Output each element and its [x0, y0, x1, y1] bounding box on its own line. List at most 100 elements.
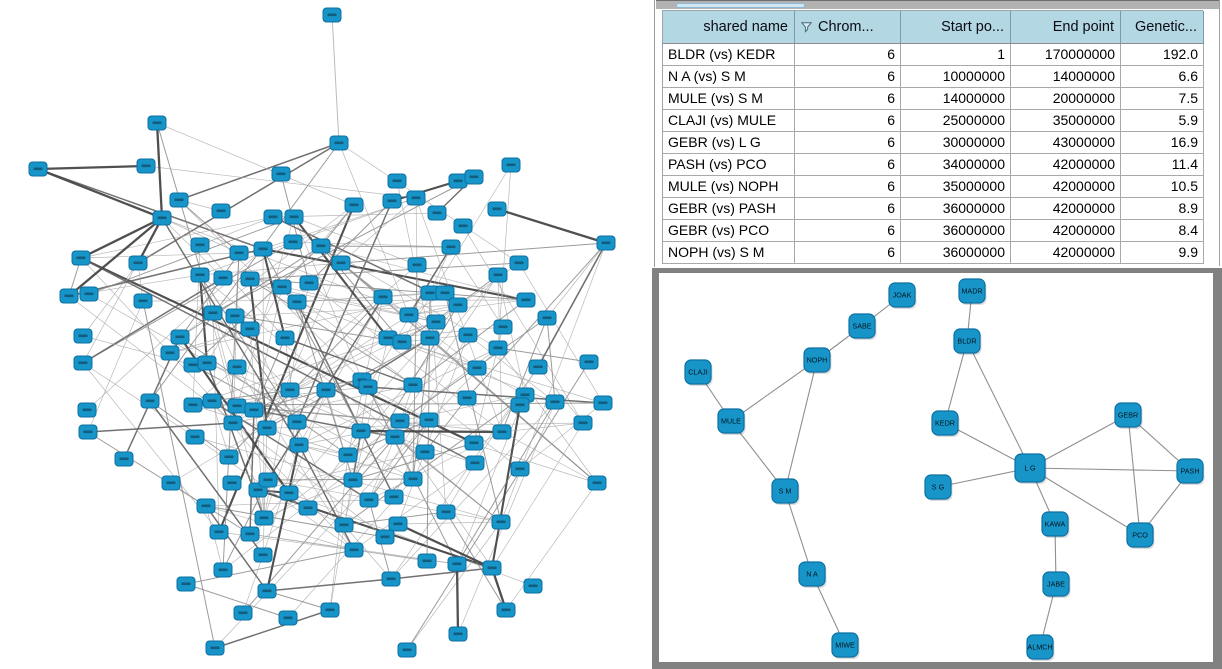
network-node[interactable] [375, 529, 395, 545]
network-edge-noph-s-m[interactable] [784, 359, 818, 492]
network-node[interactable] [298, 500, 318, 516]
network-node[interactable] [223, 415, 243, 431]
network-node[interactable] [343, 472, 363, 488]
network-node-noph[interactable]: NOPH [803, 347, 832, 374]
network-node[interactable] [496, 602, 516, 618]
table-cell-shared-name[interactable]: BLDR (vs) KEDR [663, 44, 795, 66]
table-cell[interactable]: 170000000 [1011, 44, 1121, 66]
network-node[interactable] [205, 640, 225, 656]
network-node[interactable] [488, 340, 508, 356]
network-node[interactable] [419, 412, 439, 428]
network-edge-gebr-pco[interactable] [1127, 414, 1141, 536]
network-node-n-a[interactable]: N A [798, 561, 827, 588]
network-edge-l-g-pash[interactable] [1029, 467, 1191, 472]
network-node[interactable] [170, 329, 190, 345]
network-node[interactable] [229, 245, 249, 261]
network-node-sabe[interactable]: SABE [848, 313, 877, 340]
network-node[interactable] [464, 169, 484, 185]
network-node[interactable] [523, 578, 543, 594]
network-node[interactable] [397, 642, 417, 658]
network-node[interactable] [257, 583, 277, 599]
network-node[interactable] [373, 289, 393, 305]
network-node[interactable] [467, 360, 487, 376]
network-node[interactable] [448, 297, 468, 313]
network-node[interactable] [225, 308, 245, 324]
network-node[interactable] [493, 319, 513, 335]
network-node[interactable] [344, 542, 364, 558]
network-node[interactable] [458, 327, 478, 343]
network-node-almch[interactable]: ALMCH [1026, 634, 1055, 661]
network-node[interactable] [213, 562, 233, 578]
detail-network-canvas[interactable]: JOAK MADR SABE BLDR NOPH CLAJI MULE KEDR GEBR L G… [659, 273, 1213, 662]
network-node[interactable] [448, 626, 468, 642]
table-cell[interactable]: 8.4 [1121, 220, 1204, 242]
network-node[interactable] [403, 377, 423, 393]
network-edge-s-m-n-a[interactable] [784, 490, 813, 575]
network-node[interactable] [436, 504, 456, 520]
table-cell[interactable]: 5.9 [1121, 110, 1204, 132]
network-node[interactable] [222, 475, 242, 491]
network-node-l-g[interactable]: L G [1014, 453, 1047, 484]
network-node-s-g[interactable]: S G [924, 474, 953, 501]
network-node[interactable] [453, 218, 473, 234]
network-node[interactable] [253, 241, 273, 257]
network-node[interactable] [417, 553, 437, 569]
network-node[interactable] [202, 393, 222, 409]
network-node[interactable] [320, 602, 340, 618]
table-cell[interactable]: 36000000 [901, 198, 1011, 220]
network-node-pco[interactable]: PCO [1126, 522, 1155, 549]
network-node[interactable] [358, 379, 378, 395]
network-node[interactable] [59, 288, 79, 304]
table-cell[interactable]: 6 [795, 154, 901, 176]
network-node[interactable] [334, 517, 354, 533]
panel-splitter[interactable] [654, 0, 655, 267]
table-cell[interactable]: 35000000 [901, 176, 1011, 198]
network-node[interactable] [388, 516, 408, 532]
table-cell[interactable]: 6 [795, 88, 901, 110]
network-node[interactable] [190, 267, 210, 283]
network-node[interactable] [279, 485, 299, 501]
table-cell[interactable]: 42000000 [1011, 154, 1121, 176]
network-node-jabe[interactable]: JABE [1042, 571, 1071, 598]
column-header-genetic[interactable]: Genetic... [1121, 11, 1204, 44]
network-node[interactable] [73, 355, 93, 371]
table-cell[interactable]: 10000000 [901, 66, 1011, 88]
table-cell[interactable]: 6.6 [1121, 66, 1204, 88]
table-cell-shared-name[interactable]: GEBR (vs) PCO [663, 220, 795, 242]
table-cell[interactable]: 6 [795, 44, 901, 66]
horizontal-scrollbar[interactable] [656, 0, 1219, 9]
network-node[interactable] [272, 279, 292, 295]
network-node[interactable] [447, 556, 467, 572]
network-node[interactable] [240, 526, 260, 542]
network-node[interactable] [491, 514, 511, 530]
network-node[interactable] [510, 397, 530, 413]
table-cell-shared-name[interactable]: MULE (vs) NOPH [663, 176, 795, 198]
network-node-madr[interactable]: MADR [958, 278, 987, 305]
network-node[interactable] [390, 413, 410, 429]
network-node[interactable] [338, 447, 358, 463]
table-cell-shared-name[interactable]: MULE (vs) S M [663, 88, 795, 110]
network-node-kawa[interactable]: KAWA [1041, 511, 1070, 538]
network-node[interactable] [219, 449, 239, 465]
network-node[interactable] [322, 7, 342, 23]
network-node[interactable] [420, 330, 440, 346]
network-node[interactable] [448, 173, 468, 189]
network-node[interactable] [435, 285, 455, 301]
network-node[interactable] [152, 210, 172, 226]
network-node[interactable] [487, 201, 507, 217]
network-node[interactable] [240, 271, 260, 287]
table-cell[interactable]: 1 [901, 44, 1011, 66]
column-header-start-po[interactable]: Start po... [901, 11, 1011, 44]
table-cell[interactable]: 34000000 [901, 154, 1011, 176]
network-node[interactable] [169, 192, 189, 208]
network-node[interactable] [287, 294, 307, 310]
network-node[interactable] [387, 173, 407, 189]
network-node[interactable] [133, 293, 153, 309]
network-node[interactable] [244, 402, 264, 418]
network-node[interactable] [227, 359, 247, 375]
network-edge-bldr-kedr[interactable] [944, 340, 968, 424]
network-node[interactable] [211, 203, 231, 219]
network-node-mule[interactable]: MULE [717, 408, 746, 435]
network-node[interactable] [79, 286, 99, 302]
table-cell[interactable]: 10.5 [1121, 176, 1204, 198]
